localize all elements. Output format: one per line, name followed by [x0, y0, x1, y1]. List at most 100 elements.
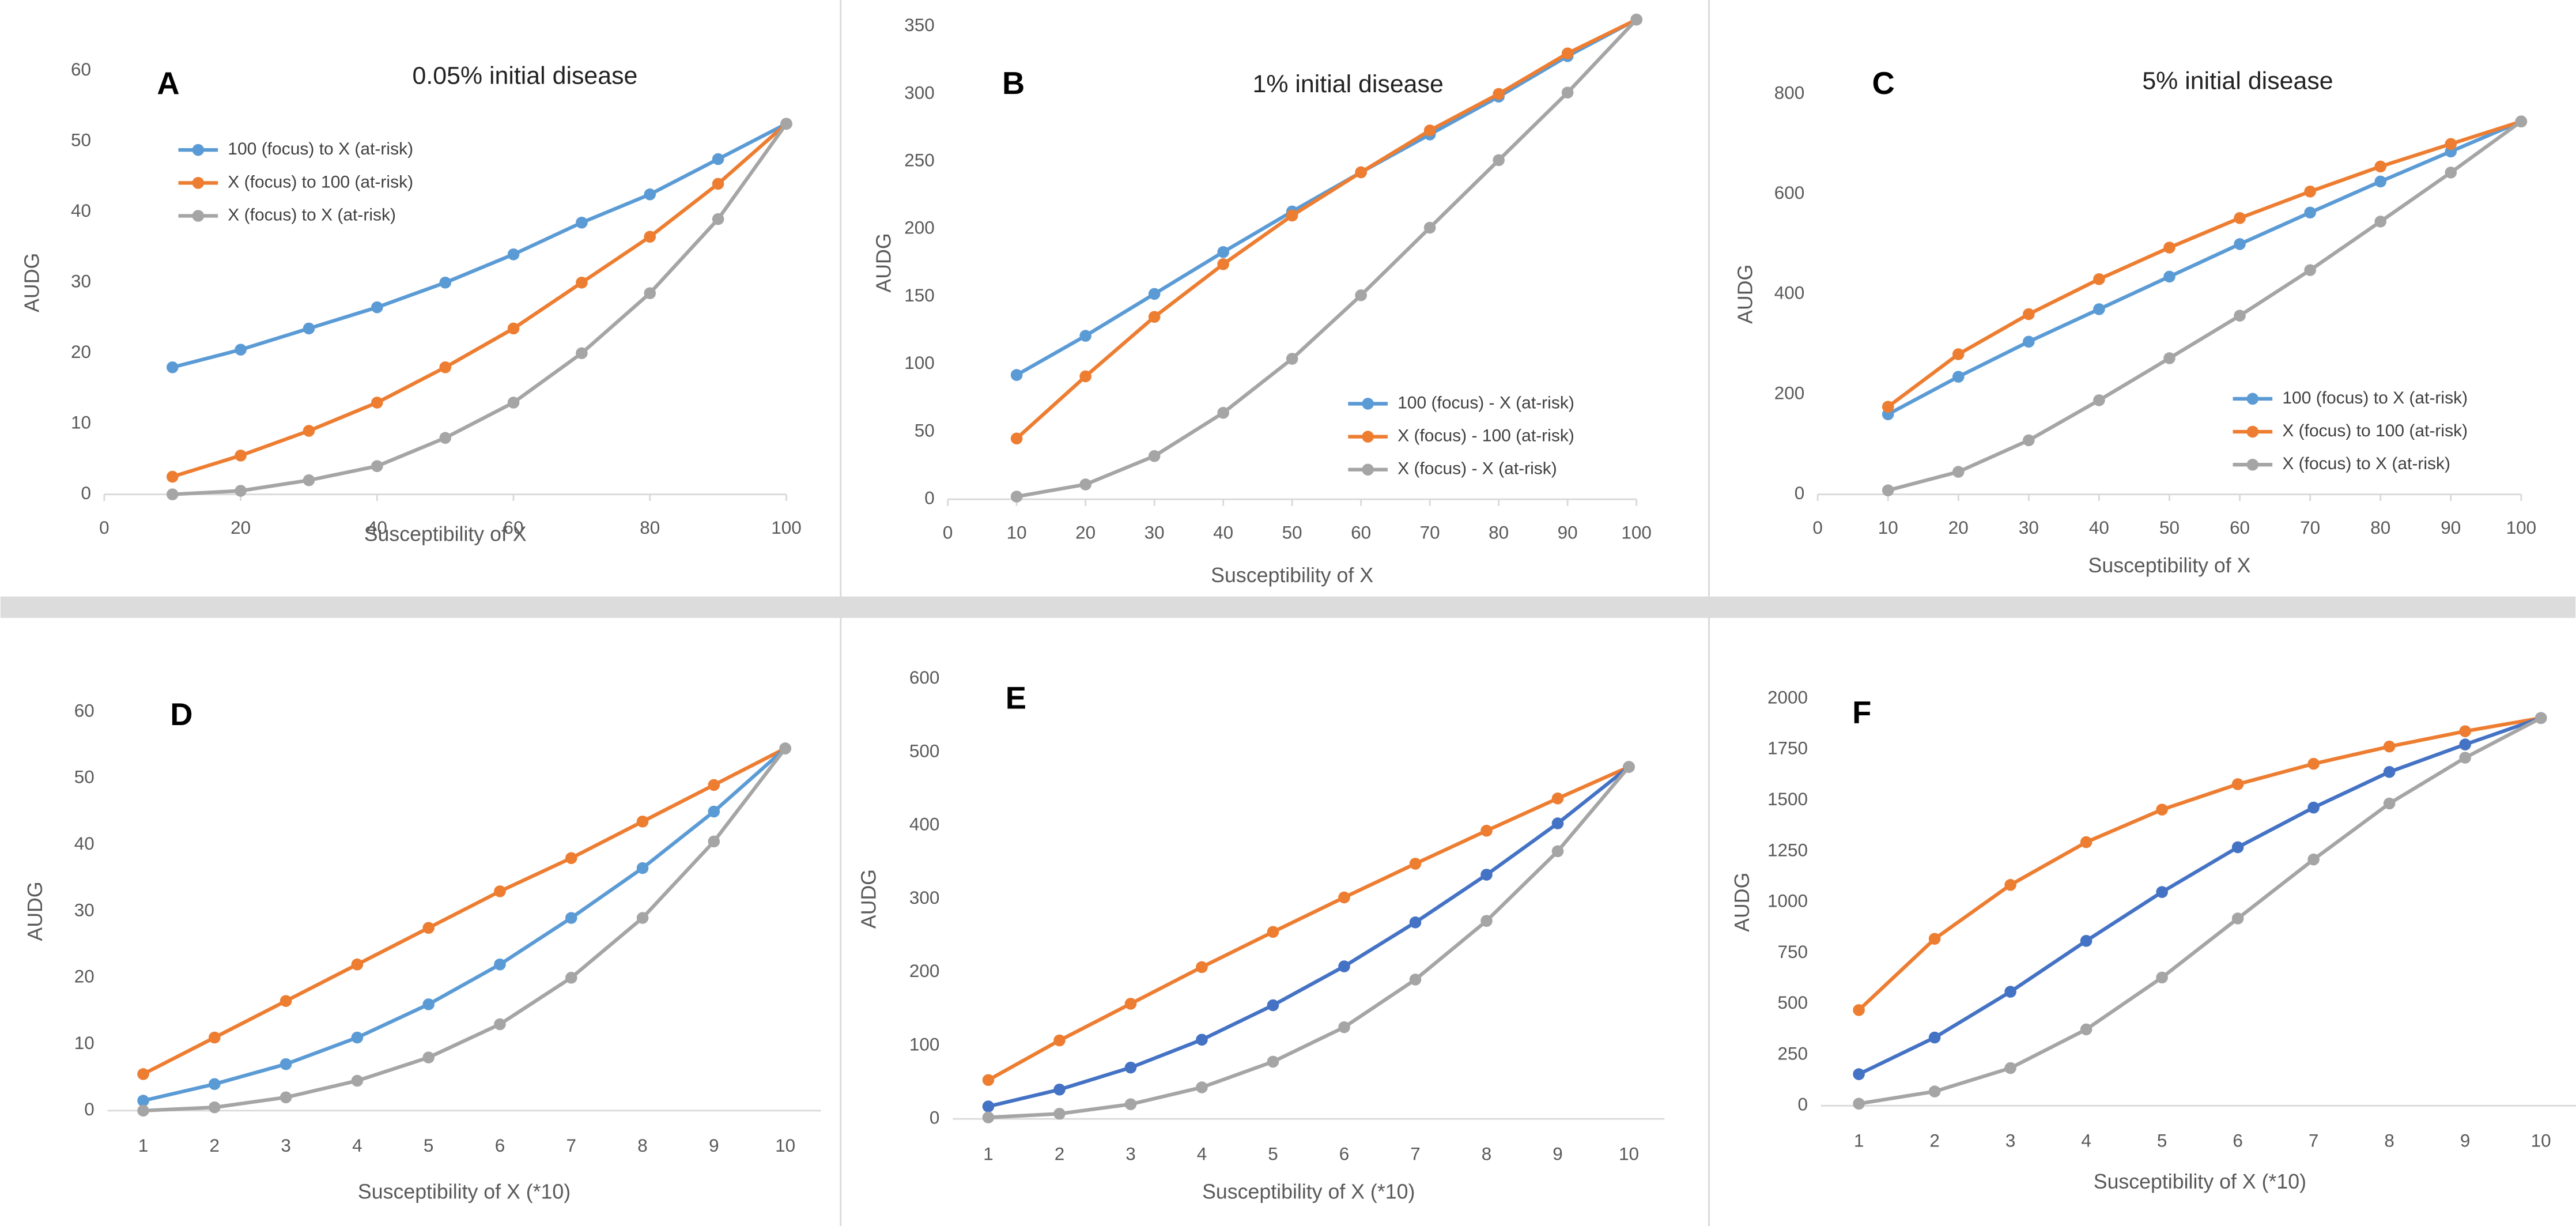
x-axis-title: Susceptibility of X (*10) — [358, 1180, 571, 1203]
y-tick-label: 300 — [904, 82, 934, 103]
x-tick-label: 60 — [504, 518, 524, 538]
panel-label: F — [1852, 695, 1871, 730]
data-point — [2374, 175, 2387, 188]
data-point — [137, 1104, 149, 1117]
series-line — [1858, 716, 2542, 1076]
data-point — [2080, 935, 2092, 947]
y-tick-label: 1000 — [1767, 891, 1808, 911]
y-axis-title: AUDG — [872, 233, 895, 292]
data-point — [644, 188, 656, 201]
x-tick-label: 2 — [210, 1136, 220, 1156]
legend-label: 100 (focus) to X (at-risk) — [2282, 388, 2468, 408]
data-point — [2023, 335, 2035, 348]
data-point — [2156, 803, 2168, 816]
x-tick-label: 3 — [2005, 1131, 2015, 1151]
legend-label: X (focus) to 100 (at-risk) — [2282, 421, 2468, 440]
x-tick-label: 7 — [1410, 1144, 1420, 1164]
data-point — [2080, 1023, 2092, 1036]
data-point — [1267, 999, 1279, 1012]
series-line — [988, 765, 1630, 1108]
data-point — [166, 470, 179, 483]
data-point — [1355, 166, 1367, 179]
x-tick-label: 3 — [281, 1136, 290, 1156]
x-axis-title: Susceptibility of X — [1211, 564, 1373, 587]
data-point — [209, 1101, 221, 1114]
x-tick-label: 20 — [231, 518, 251, 538]
data-point — [1952, 348, 1965, 360]
series-line — [1887, 120, 2522, 492]
data-point — [1010, 491, 1023, 503]
data-point — [982, 1111, 995, 1123]
x-tick-label: 10 — [2531, 1131, 2551, 1151]
data-point — [1882, 484, 1894, 497]
data-point — [636, 862, 649, 874]
data-point — [2231, 841, 2244, 854]
data-point — [1928, 1031, 1941, 1044]
series-line — [1887, 119, 2522, 416]
x-tick-label: 90 — [2441, 518, 2461, 538]
legend-marker — [2246, 393, 2259, 405]
x-tick-label: 70 — [2300, 518, 2320, 538]
legend-marker — [1362, 463, 1374, 476]
y-tick-label: 50 — [74, 767, 95, 787]
data-point — [982, 1100, 995, 1112]
x-tick-label: 2 — [1929, 1131, 1939, 1151]
x-tick-label: 50 — [2159, 518, 2180, 538]
data-point — [1409, 858, 1422, 870]
x-tick-label: 20 — [1948, 518, 1969, 538]
data-point — [1480, 824, 1493, 837]
data-point — [1079, 330, 1091, 342]
legend-label: 100 (focus) to X (at-risk) — [228, 139, 413, 159]
x-tick-label: 5 — [424, 1136, 433, 1156]
data-point — [1409, 974, 1422, 986]
y-axis-title: AUDG — [1731, 873, 1754, 932]
y-tick-label: 1500 — [1767, 789, 1808, 809]
y-tick-label: 100 — [909, 1034, 939, 1054]
data-point — [439, 432, 451, 444]
data-point — [2304, 206, 2316, 219]
x-tick-label: 70 — [1420, 523, 1440, 543]
data-point — [494, 958, 506, 971]
data-point — [565, 852, 577, 865]
y-axis-title: AUDG — [858, 869, 881, 929]
data-point — [507, 397, 520, 409]
data-point — [422, 998, 435, 1010]
data-point — [137, 1068, 149, 1080]
chart-panel: E 0 100 200 300 400 500 600 1 2 3 4 5 6 7 8 9 10 Susceptib… — [858, 667, 1665, 1203]
x-tick-label: 50 — [1282, 523, 1302, 543]
x-tick-label: 10 — [1878, 518, 1898, 538]
data-point — [1338, 960, 1350, 972]
data-point — [2093, 394, 2105, 406]
data-point — [1124, 1061, 1137, 1074]
data-point — [1928, 1085, 1941, 1097]
data-point — [1148, 311, 1161, 323]
x-tick-label: 6 — [1339, 1144, 1349, 1164]
series-line — [1859, 716, 2542, 1106]
series-line — [988, 765, 1630, 1119]
chart-panel: B 1% initial disease050100150200250300350… — [872, 13, 1652, 587]
x-tick-label: 30 — [1145, 523, 1165, 543]
x-tick-label: 1 — [983, 1144, 993, 1164]
data-point — [1053, 1034, 1066, 1047]
panel-label: B — [1002, 66, 1025, 101]
data-point — [2304, 185, 2316, 198]
data-point — [279, 1091, 292, 1104]
data-point — [565, 912, 577, 924]
y-tick-label: 20 — [74, 967, 95, 987]
y-tick-label: 200 — [904, 218, 934, 238]
data-point — [779, 742, 791, 755]
data-point — [2080, 836, 2092, 848]
y-tick-label: 2000 — [1767, 687, 1808, 707]
data-point — [565, 971, 577, 984]
y-tick-label: 0 — [1795, 483, 1804, 503]
data-point — [1124, 998, 1137, 1010]
data-point — [2459, 738, 2471, 750]
y-tick-label: 150 — [904, 285, 934, 305]
x-tick-label: 9 — [1553, 1144, 1562, 1164]
data-point — [439, 277, 451, 289]
legend-label: 100 (focus) - X (at-risk) — [1397, 393, 1574, 412]
chart-panel: F 0 250 500 750 1000 1250 1500 1750 2000 1 2 3 4 5 6 7 8 9… — [1731, 687, 2576, 1193]
series-line — [172, 122, 788, 496]
panel-label: C — [1872, 66, 1894, 101]
x-tick-label: 40 — [367, 518, 387, 538]
